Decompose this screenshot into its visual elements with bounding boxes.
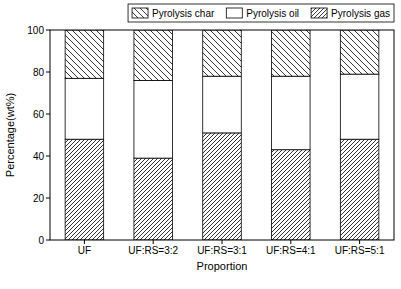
legend-label: Pyrolysis char xyxy=(152,8,215,19)
y-tick-label: 40 xyxy=(33,151,45,162)
bar-segment xyxy=(203,76,242,133)
bar-segment xyxy=(272,76,311,150)
y-tick-label: 20 xyxy=(33,193,45,204)
y-axis-label: Percentage(wt%) xyxy=(4,93,16,177)
bar-segment xyxy=(272,150,311,240)
x-tick-label: UF:RS=5:1 xyxy=(335,245,385,256)
x-tick xyxy=(359,240,360,244)
y-tick xyxy=(46,240,50,241)
bar-segment xyxy=(203,30,242,76)
bar-segment xyxy=(340,74,379,139)
plot-frame xyxy=(50,30,394,240)
bar-segment xyxy=(340,139,379,240)
legend: Pyrolysis char Pyrolysis oil Pyrolysis gas xyxy=(128,4,394,22)
y-tick-label: 0 xyxy=(38,235,44,246)
x-tick xyxy=(290,240,291,244)
bar-segment xyxy=(65,30,104,78)
legend-swatch xyxy=(311,8,327,18)
legend-label: Pyrolysis gas xyxy=(331,8,390,19)
bar-segment xyxy=(134,30,173,80)
x-tick xyxy=(84,240,85,244)
legend-box xyxy=(128,4,394,22)
legend-swatch xyxy=(132,8,148,18)
y-tick xyxy=(46,156,50,157)
x-tick-label: UF:RS=3:2 xyxy=(128,245,178,256)
legend-swatch xyxy=(226,8,242,18)
bar-segment xyxy=(65,78,104,139)
bar-segment xyxy=(272,30,311,76)
bar-segment xyxy=(340,30,379,74)
chart: 0 20 40 60 80 100 UF UF:RS=3:2 UF:RS=3:1 UF:RS=4:… xyxy=(0,0,401,289)
y-tick-label: 60 xyxy=(33,109,45,120)
x-tick xyxy=(222,240,223,244)
y-tick-label: 100 xyxy=(27,25,44,36)
x-axis-label: Proportion xyxy=(197,260,248,272)
bar-segment xyxy=(134,80,173,158)
y-tick-label: 80 xyxy=(33,67,45,78)
legend-label: Pyrolysis oil xyxy=(246,8,299,19)
y-tick xyxy=(46,30,50,31)
y-tick xyxy=(46,114,50,115)
bar-segment xyxy=(134,158,173,240)
bar-segment xyxy=(65,139,104,240)
x-tick-label: UF:RS=4:1 xyxy=(266,245,316,256)
y-tick xyxy=(46,198,50,199)
y-tick xyxy=(46,72,50,73)
chart-container: 0 20 40 60 80 100 UF UF:RS=3:2 UF:RS=3:1 UF:RS=4:… xyxy=(0,0,401,289)
bars xyxy=(65,30,379,240)
x-tick xyxy=(153,240,154,244)
x-tick-label: UF xyxy=(78,245,91,256)
x-tick-label: UF:RS=3:1 xyxy=(197,245,247,256)
bar-segment xyxy=(203,133,242,240)
